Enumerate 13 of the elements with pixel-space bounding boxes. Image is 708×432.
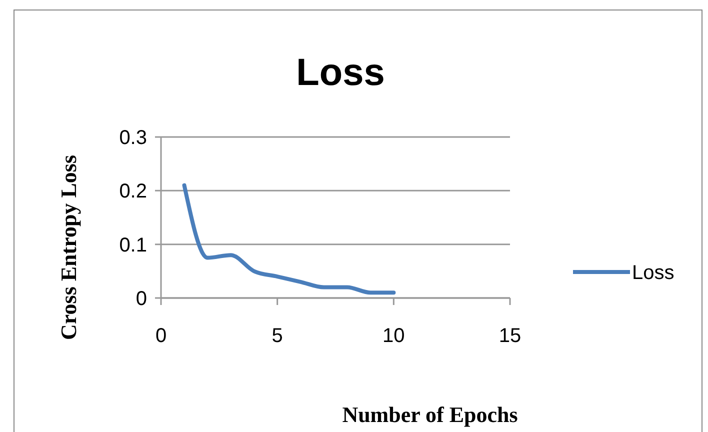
y-tick-label: 0.1 — [119, 234, 147, 256]
y-tick-label: 0.2 — [119, 180, 147, 203]
chart-title: Loss — [296, 52, 385, 94]
x-axis-title: Number of Epochs — [342, 402, 518, 427]
x-tick-label: 10 — [382, 325, 405, 347]
y-tick-label: 0 — [136, 288, 147, 310]
x-tick-label: 15 — [498, 325, 522, 347]
y-tick-label: 0.3 — [119, 127, 147, 149]
line-series — [182, 183, 396, 295]
x-tick-label: 0 — [155, 325, 167, 347]
x-tick-label: 5 — [272, 325, 283, 347]
y-axis-title: Cross Entropy Loss — [56, 154, 81, 340]
legend-label: Loss — [632, 262, 674, 284]
